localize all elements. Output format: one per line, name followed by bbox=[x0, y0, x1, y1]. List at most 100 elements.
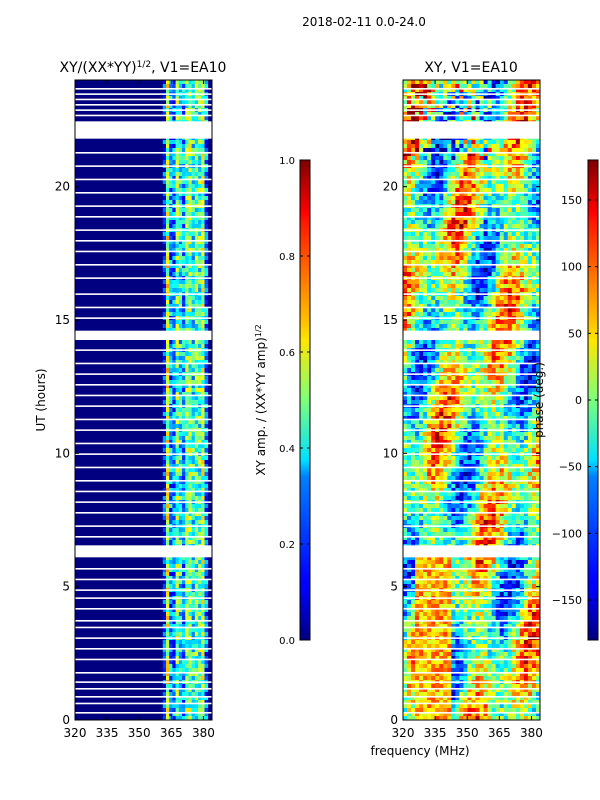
amplitude-cell bbox=[172, 576, 177, 581]
amplitude-cell bbox=[178, 672, 183, 677]
phase-cell bbox=[439, 244, 444, 249]
amplitude-cell bbox=[175, 376, 180, 381]
phase-cell bbox=[523, 280, 529, 285]
phase-cell bbox=[475, 100, 480, 105]
phase-cell bbox=[463, 252, 468, 257]
phase-cell bbox=[479, 272, 484, 277]
amplitude-cell bbox=[182, 88, 186, 93]
phase-cell bbox=[535, 248, 540, 253]
amplitude-cell bbox=[178, 436, 183, 441]
amplitude-cell bbox=[188, 516, 193, 521]
amplitude-cell bbox=[204, 392, 209, 397]
phase-cell bbox=[487, 100, 493, 105]
amplitude-cell bbox=[201, 584, 205, 589]
phase-cell bbox=[427, 184, 432, 189]
amplitude-cell bbox=[169, 632, 173, 637]
amplitude-cell bbox=[198, 652, 202, 657]
phase-cell bbox=[535, 244, 540, 249]
data-gap bbox=[75, 384, 212, 386]
phase-cell bbox=[467, 112, 472, 117]
phase-cell bbox=[511, 156, 517, 161]
amplitude-cell bbox=[185, 520, 189, 525]
phase-cell bbox=[491, 232, 497, 237]
phase-cell bbox=[435, 80, 440, 85]
amplitude-cell bbox=[188, 520, 193, 525]
amplitude-colorbar-label: XY amp. / (XX*YY amp)1/2 bbox=[254, 324, 269, 475]
phase-cell bbox=[419, 352, 424, 357]
phase-cell bbox=[463, 116, 468, 121]
phase-cell bbox=[515, 200, 521, 205]
amplitude-cell bbox=[172, 624, 177, 629]
amplitude-cell bbox=[175, 580, 180, 585]
phase-cell bbox=[507, 116, 513, 121]
amplitude-cell bbox=[188, 468, 193, 473]
phase-cell bbox=[511, 212, 517, 217]
amplitude-cell bbox=[201, 476, 205, 481]
amplitude-cell bbox=[185, 184, 189, 189]
amplitude-cell bbox=[198, 376, 202, 381]
phase-cell bbox=[467, 352, 472, 357]
amplitude-cell bbox=[204, 284, 209, 289]
phase-cell bbox=[403, 112, 408, 117]
amplitude-cell bbox=[185, 284, 189, 289]
amplitude-cell bbox=[185, 96, 189, 101]
phase-cell bbox=[491, 236, 497, 241]
amplitude-cell bbox=[185, 412, 189, 417]
phase-cell bbox=[499, 320, 505, 325]
amplitude-cell bbox=[175, 472, 180, 477]
phase-cell bbox=[447, 112, 452, 117]
phase-cell bbox=[471, 104, 476, 109]
amplitude-cell bbox=[194, 568, 199, 573]
amplitude-cell bbox=[172, 688, 177, 693]
phase-cell bbox=[443, 244, 448, 249]
amplitude-cell bbox=[198, 644, 202, 649]
amplitude-cell bbox=[201, 604, 205, 609]
phase-cell bbox=[447, 328, 452, 333]
amplitude-cell bbox=[201, 324, 205, 329]
data-gap bbox=[75, 696, 212, 698]
phase-cell bbox=[503, 148, 509, 153]
phase-cell bbox=[475, 244, 480, 249]
phase-cell bbox=[427, 364, 432, 369]
phase-cell bbox=[447, 188, 452, 193]
amplitude-cell bbox=[204, 508, 209, 513]
phase-cell bbox=[531, 180, 537, 185]
amplitude-cell bbox=[175, 516, 180, 521]
amplitude-cell bbox=[175, 264, 180, 269]
phase-cell bbox=[511, 152, 517, 157]
phase-cell bbox=[451, 380, 456, 385]
amplitude-cell bbox=[165, 632, 170, 637]
amplitude-cell bbox=[182, 628, 186, 633]
amplitude-cell bbox=[188, 484, 193, 489]
phase-cell bbox=[503, 172, 509, 177]
amplitude-cell bbox=[178, 504, 183, 509]
amplitude-cell bbox=[191, 144, 196, 149]
amplitude-cell bbox=[188, 296, 193, 301]
amplitude-cell bbox=[194, 632, 199, 637]
amplitude-cell bbox=[185, 200, 189, 205]
amplitude-cell bbox=[165, 208, 170, 213]
phase-cell bbox=[471, 80, 476, 85]
amplitude-cell bbox=[172, 464, 177, 469]
phase-cell bbox=[503, 352, 509, 357]
phase-cell bbox=[487, 280, 493, 285]
amplitude-cell bbox=[182, 416, 186, 421]
amplitude-cell bbox=[185, 152, 189, 157]
phase-cell bbox=[451, 220, 456, 225]
amplitude-cell bbox=[165, 600, 170, 605]
amplitude-cell bbox=[204, 412, 209, 417]
amplitude-cell bbox=[201, 100, 205, 105]
phase-cell bbox=[419, 104, 424, 109]
data-gap bbox=[75, 93, 212, 95]
phase-cell bbox=[491, 240, 497, 245]
phase-cell bbox=[503, 308, 509, 313]
amplitude-cell bbox=[204, 216, 209, 221]
phase-cell bbox=[415, 268, 420, 273]
phase-cell bbox=[415, 260, 420, 265]
phase-cell bbox=[487, 380, 493, 385]
amplitude-cell bbox=[194, 676, 199, 681]
phase-cell bbox=[447, 268, 452, 273]
amplitude-cell bbox=[175, 712, 180, 717]
amplitude-cell bbox=[172, 256, 177, 261]
phase-cell bbox=[531, 184, 537, 189]
